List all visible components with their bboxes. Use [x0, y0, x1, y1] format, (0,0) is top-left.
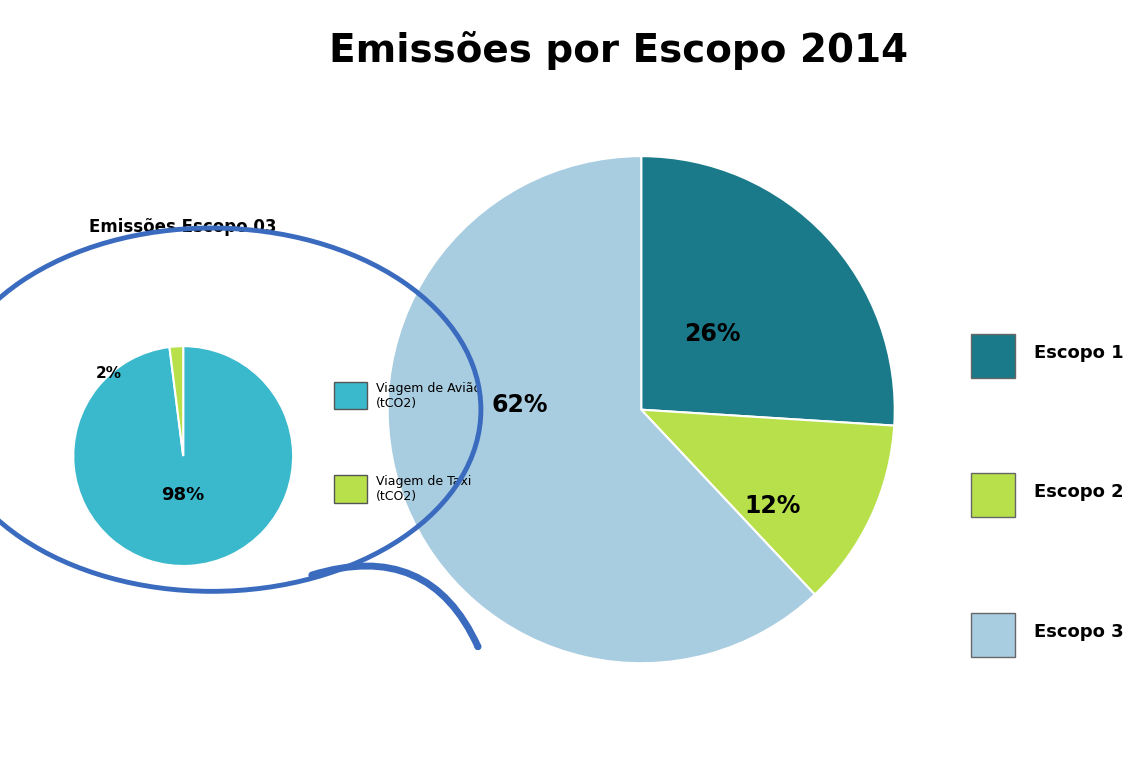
Text: Escopo 3: Escopo 3	[1034, 622, 1124, 641]
Wedge shape	[641, 156, 894, 426]
Wedge shape	[388, 156, 815, 663]
Text: 26%: 26%	[684, 322, 741, 346]
Wedge shape	[73, 346, 293, 566]
Bar	[971, 334, 1016, 378]
Text: 62%: 62%	[491, 393, 547, 417]
Bar	[971, 612, 1016, 657]
Text: Escopo 1: Escopo 1	[1034, 344, 1124, 362]
Text: Escopo 2: Escopo 2	[1034, 483, 1124, 501]
Text: Emissões por Escopo 2014: Emissões por Escopo 2014	[329, 31, 908, 70]
Text: 98%: 98%	[161, 485, 205, 503]
Wedge shape	[641, 410, 894, 594]
Text: Viagem de Taxi
(tCO2): Viagem de Taxi (tCO2)	[376, 475, 471, 503]
Text: 2%: 2%	[95, 366, 121, 381]
Bar	[971, 473, 1016, 517]
Text: Viagem de Avião
(tCO2): Viagem de Avião (tCO2)	[376, 382, 481, 410]
Bar	[334, 382, 368, 410]
Wedge shape	[169, 346, 183, 456]
Bar	[334, 475, 368, 502]
Text: 12%: 12%	[745, 494, 801, 518]
Text: Emissões Escopo 03: Emissões Escopo 03	[89, 218, 277, 237]
